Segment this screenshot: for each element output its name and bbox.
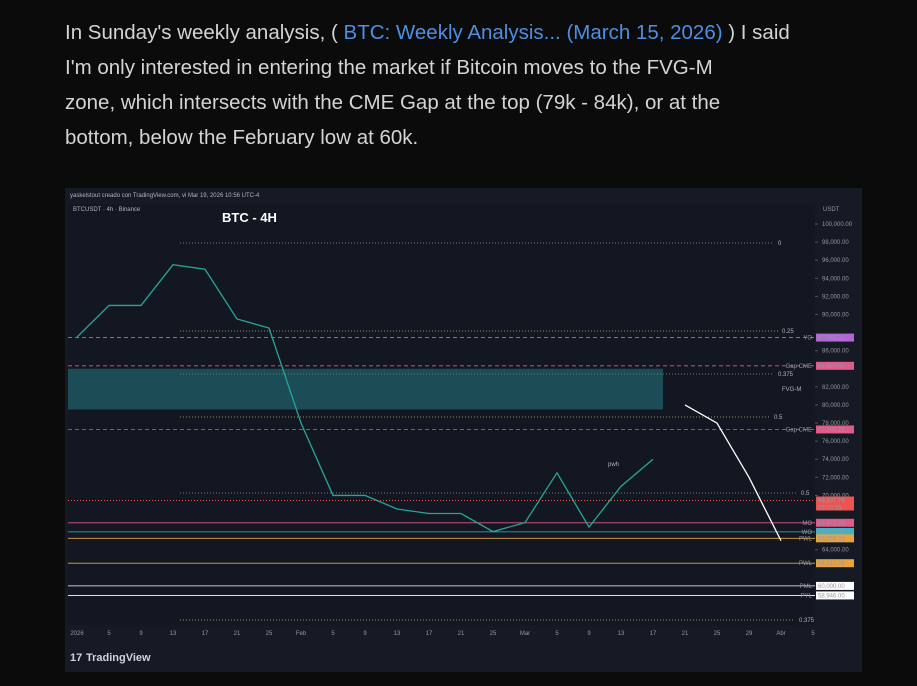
level-tag: [816, 534, 854, 543]
fib-label: 0.375: [778, 372, 794, 378]
projection-line: [684, 404, 782, 541]
level-tag: [816, 333, 854, 342]
y-tick-label: 64,000.00: [822, 548, 849, 554]
x-tick-label: 5: [107, 631, 111, 637]
x-tick-label: 2026: [70, 631, 84, 637]
text: ) I said: [728, 21, 790, 44]
x-tick-label: Mar: [520, 631, 530, 637]
x-tick-label: 25: [714, 631, 721, 637]
x-tick-label: 21: [234, 631, 241, 637]
zone-label: FVG-M: [782, 387, 801, 393]
level-name: Gap CME: [786, 364, 812, 370]
post-line: I'm only interested in entering the mark…: [65, 56, 713, 79]
y-tick-label: 100,000.00: [822, 222, 853, 228]
fvg-zone: [68, 368, 663, 410]
level-tag: [816, 361, 854, 370]
price-line: [76, 264, 654, 533]
y-tick-label: 90,000.00: [822, 312, 849, 318]
fib-label: 0.5: [801, 491, 810, 497]
level-value: 60,000.00: [818, 584, 845, 590]
level-name: PYL: [801, 593, 813, 599]
y-tick-label: 80,000.00: [822, 403, 849, 409]
y-tick-label: 96,000.00: [822, 258, 849, 264]
x-tick-label: 29: [746, 631, 753, 637]
y-tick-label: 76,000.00: [822, 439, 849, 445]
x-tick-label: 9: [139, 631, 143, 637]
last-timer: 05:03:16: [818, 506, 842, 512]
level-name: PML: [800, 584, 813, 590]
chart-title: BTC - 4H: [222, 210, 277, 225]
level-value: 65,971.20: [818, 530, 845, 536]
x-tick-label: Abr: [776, 631, 785, 637]
y-tick-label: 72,000.00: [822, 475, 849, 481]
level-tag: [816, 559, 854, 568]
fib-label: 0.5: [774, 415, 783, 421]
level-name: WO: [802, 530, 813, 536]
last-value: 69,437.79: [818, 499, 845, 505]
x-tick-label: 13: [618, 631, 625, 637]
credit: yaskelstout creado con TradingView.com, …: [70, 193, 260, 199]
y-tick-label: 98,000.00: [822, 240, 849, 246]
last-tag: [816, 496, 854, 511]
y-tick-label: 70,000.00: [822, 493, 849, 499]
y-tick-label: 92,000.00: [822, 294, 849, 300]
x-tick-label: 17: [650, 631, 657, 637]
y-tick-label: 86,000.00: [822, 349, 849, 355]
x-tick-label: 21: [458, 631, 465, 637]
x-tick-label: 5: [811, 631, 815, 637]
x-tick-label: 21: [682, 631, 689, 637]
y-tick-label: 94,000.00: [822, 276, 849, 282]
level-name: PWL: [799, 561, 813, 567]
level-tag: [816, 591, 854, 600]
x-tick-label: 13: [170, 631, 177, 637]
x-tick-label: 13: [394, 631, 401, 637]
post-line: In Sunday's weekly analysis, ( BTC: Week…: [65, 21, 790, 44]
text: In Sunday's weekly analysis, (: [65, 21, 338, 44]
level-tag: [816, 527, 854, 536]
level-name: YO: [803, 336, 812, 342]
level-name: Gap CME: [786, 427, 812, 433]
fib-label: 0.375: [799, 618, 815, 624]
x-tick-label: 17: [202, 631, 209, 637]
logo: 17: [70, 652, 82, 664]
fib-label: 0.25: [782, 329, 794, 335]
x-tick-label: 25: [490, 631, 497, 637]
plot-area: [68, 204, 815, 625]
x-tick-label: Feb: [296, 631, 307, 637]
post-line: bottom, below the February low at 60k.: [65, 126, 418, 149]
brand: TradingView: [86, 652, 151, 664]
y-tick-label: 74,000.00: [822, 457, 849, 463]
level-value: 77,290.23: [818, 427, 845, 433]
level-value: 58,946.00: [818, 593, 845, 599]
level-value: 62,510.28: [818, 561, 845, 567]
level-value: 84,327.00: [818, 364, 845, 370]
level-value: 87,446.21: [818, 336, 845, 342]
level-name: MO: [802, 521, 812, 527]
currency: USDT: [823, 207, 840, 213]
x-tick-label: 17: [426, 631, 433, 637]
fib-label: 0: [778, 241, 782, 247]
level-tag: [816, 518, 854, 527]
y-tick-label: 78,000.00: [822, 421, 849, 427]
level-value: 66,973.26: [818, 521, 845, 527]
x-tick-label: 25: [266, 631, 273, 637]
link[interactable]: BTC: Weekly Analysis... (March 15, 2026): [344, 21, 723, 44]
x-tick-label: 5: [331, 631, 335, 637]
level-name: PWL: [799, 536, 813, 542]
level-tag: [816, 425, 854, 434]
x-tick-label: 9: [363, 631, 367, 637]
y-tick-label: 82,000.00: [822, 385, 849, 391]
level-value: 65,259.21: [818, 536, 845, 542]
pwh-label: pwh: [608, 462, 619, 468]
level-tag: [816, 581, 854, 590]
x-tick-label: 9: [587, 631, 591, 637]
symbol: BTCUSDT · 4h · Binance: [73, 207, 141, 213]
x-tick-label: 5: [555, 631, 559, 637]
post-line: zone, which intersects with the CME Gap …: [65, 91, 720, 114]
